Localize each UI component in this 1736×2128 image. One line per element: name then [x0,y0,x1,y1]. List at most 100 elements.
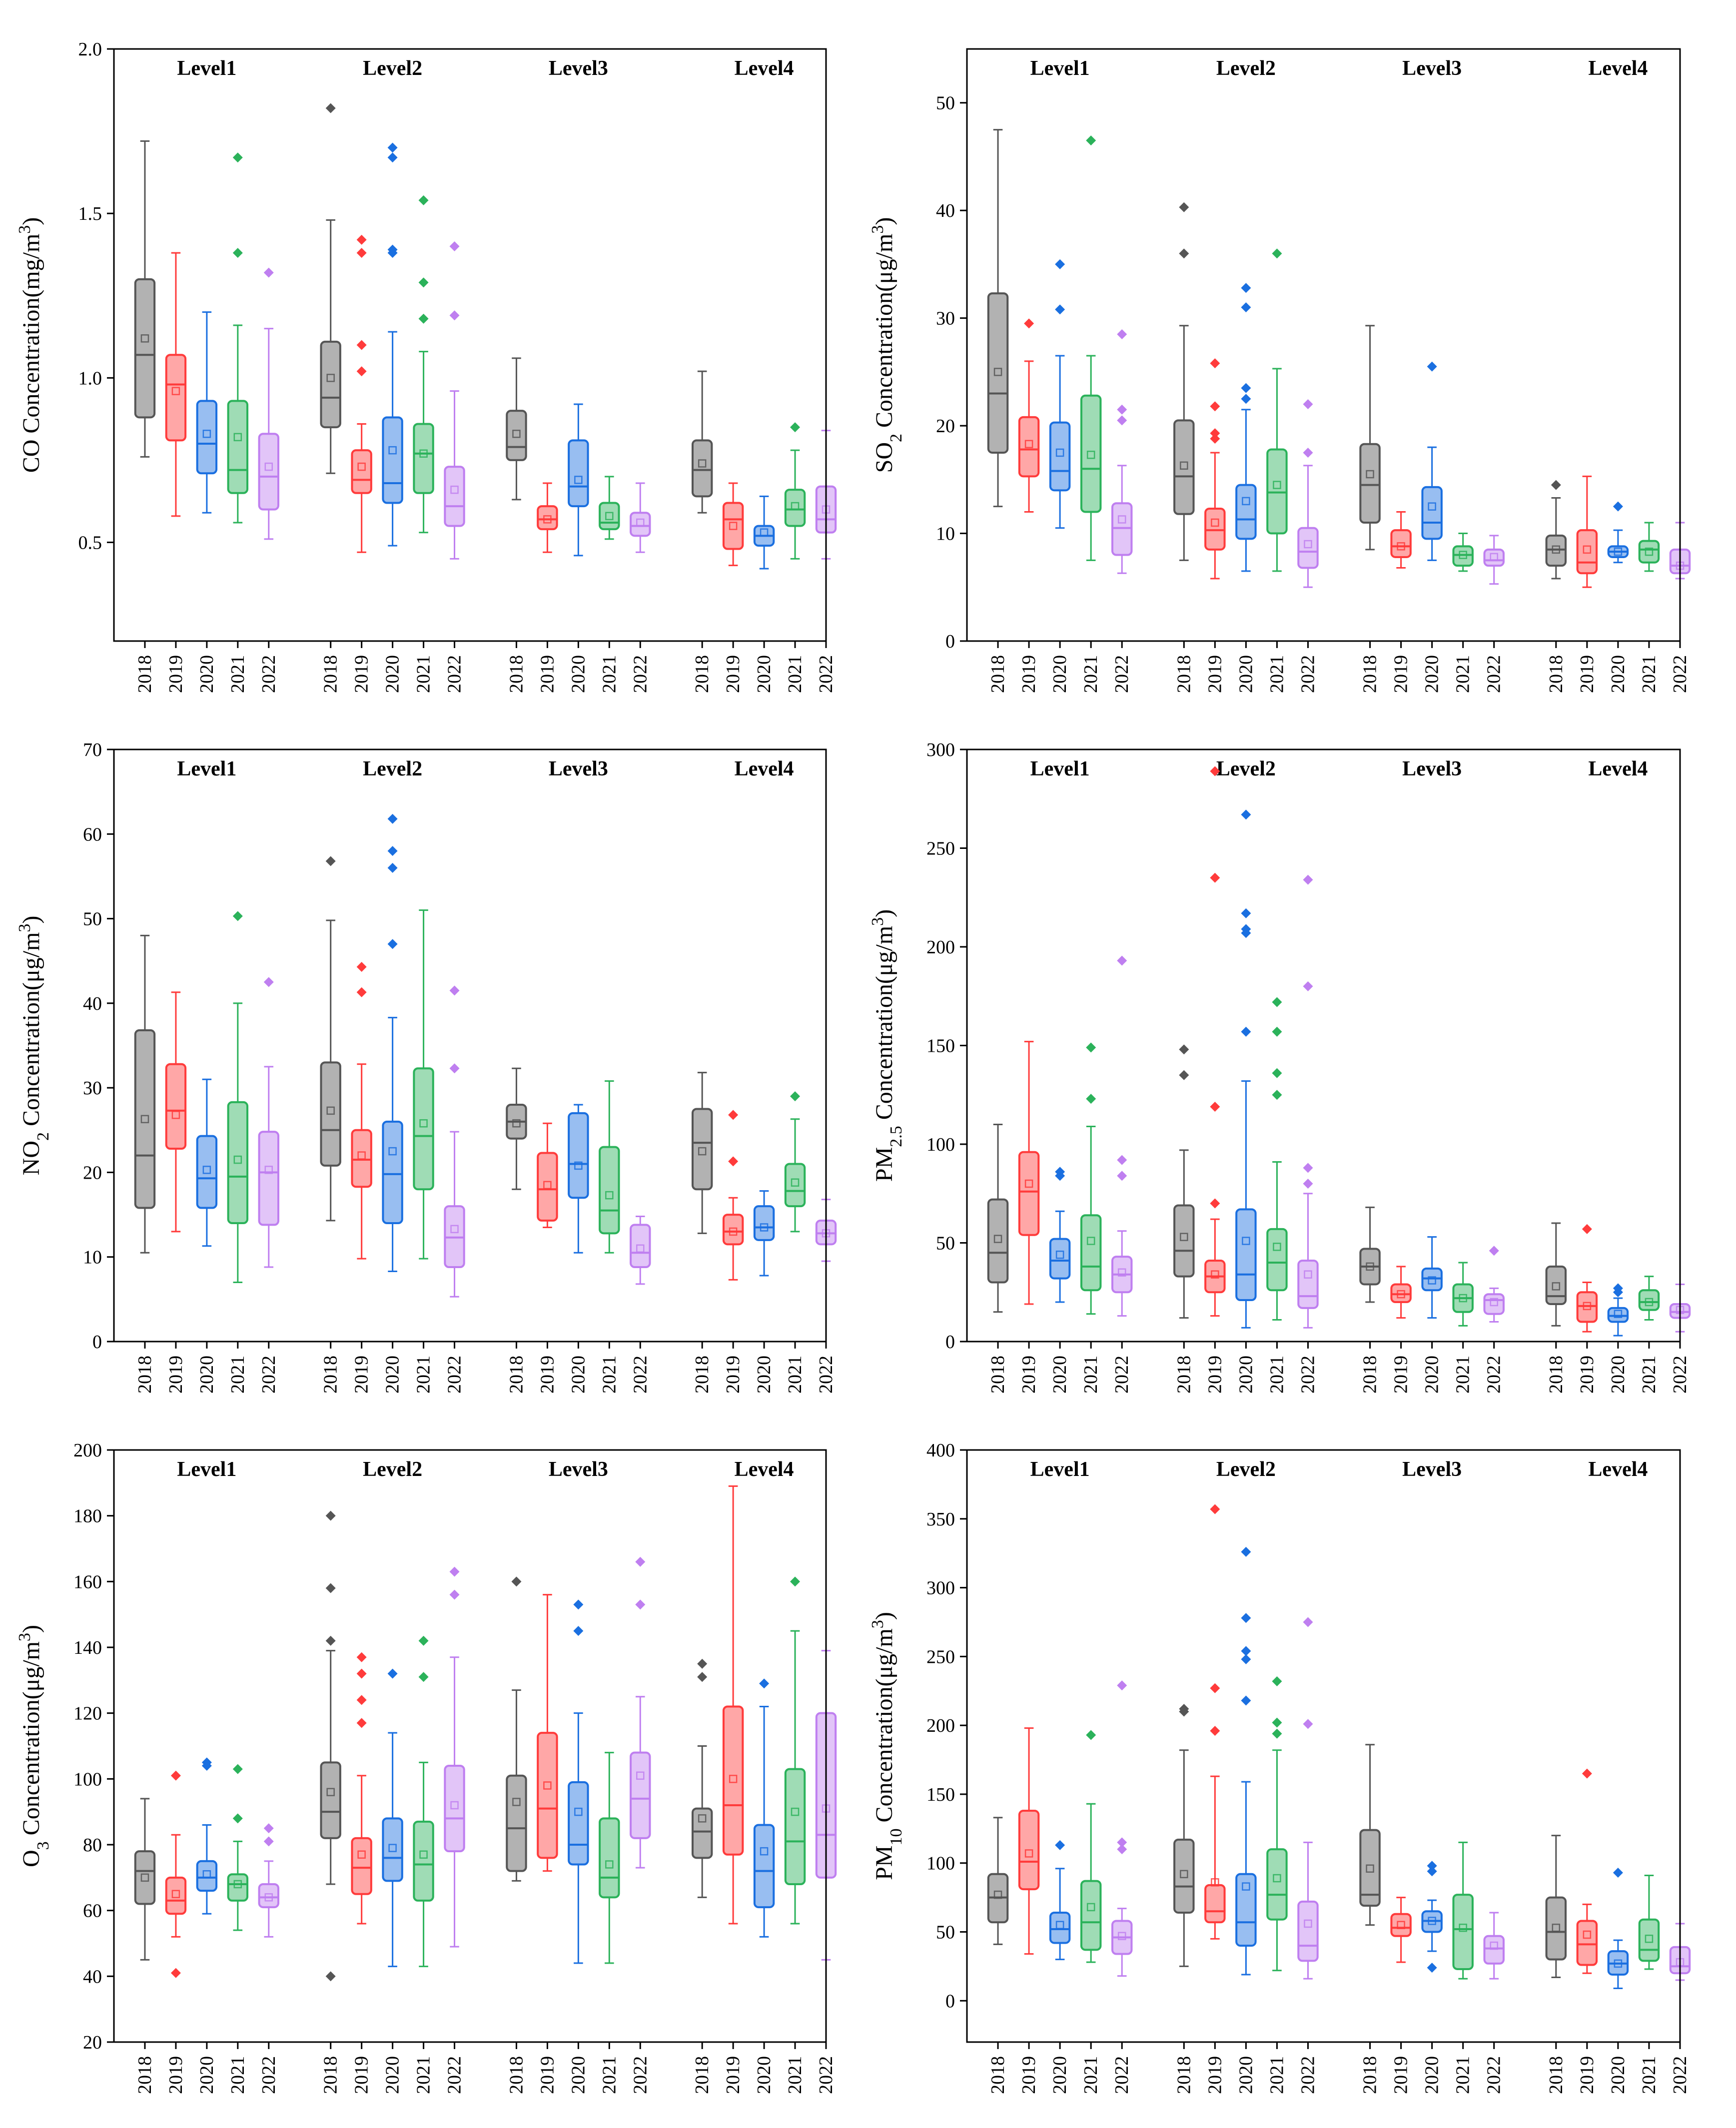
y-tick-label: 2.0 [78,39,102,60]
outlier-point [1303,447,1313,458]
panel-pm10: Level1 2018 2019 2020 2021 2022 Level2 2018 2019… [868,1440,1691,2094]
iqr-box [1545,534,1567,567]
iqr-box [1111,502,1133,556]
x-tick-label: 2018 [1173,655,1194,693]
outlier-point [449,1063,460,1074]
box-level3-2021 [599,1080,620,1254]
y-tick-label: 150 [926,1784,955,1805]
level-label: Level2 [1216,57,1276,80]
iqr-box [1235,1208,1257,1302]
box-level4-2019 [722,482,744,567]
x-tick-label: 2018 [506,655,527,693]
mean-marker [233,1155,242,1164]
outlier-point [1241,1546,1251,1557]
outlier-point [1241,1613,1251,1623]
mean-marker [1397,1921,1405,1930]
box-level4-2020 [1607,1283,1629,1337]
x-tick-label: 2022 [1111,2056,1132,2094]
box-level3-2022 [1483,1246,1505,1323]
outlier-point [356,1718,367,1728]
y-tick-label: 140 [73,1637,102,1658]
x-tick-label: 2018 [987,1356,1008,1394]
iqr-box [1483,1293,1505,1315]
x-tick-label: 2019 [1018,655,1039,693]
outlier-point [232,1764,243,1774]
mean-marker [698,1147,707,1156]
outlier-point [1272,1717,1282,1728]
box-level4-2019 [1576,1224,1598,1333]
level-label: Level1 [177,1458,236,1481]
x-tick-label: 2018 [692,655,713,693]
outlier-point [635,1556,646,1567]
outlier-point [232,1813,243,1824]
iqr-box [1297,1260,1319,1309]
outlier-point [1272,1068,1282,1078]
box-level3-2022 [1483,535,1505,585]
x-tick-label: 2020 [754,655,775,693]
outlier-point [1272,1090,1282,1100]
box-level3-2021 [1452,1841,1474,1980]
outlier-point [1210,1101,1220,1112]
x-tick-label: 2021 [1639,655,1660,693]
outlier-point [1117,955,1127,966]
mean-marker [543,515,552,524]
mean-marker [388,1147,397,1156]
x-tick-label: 2019 [165,2056,186,2094]
iqr-box [599,1146,620,1235]
iqr-box [1359,443,1381,524]
box-level3-2020 [1421,361,1443,561]
box-level1-2021 [1080,1730,1102,1963]
outlier-point [387,813,398,824]
y-tick-label: 100 [926,1853,955,1874]
mean-marker [760,1223,769,1232]
box-level2-2018 [1173,1044,1195,1319]
iqr-box [1173,1838,1195,1914]
box-level1-2018 [987,129,1009,508]
x-tick-label: 2020 [196,2056,217,2094]
x-tick-label: 2019 [723,655,744,693]
mean-marker [1117,1268,1126,1277]
mean-marker [1086,1237,1095,1245]
box-level2-2020 [1235,809,1257,1329]
box-level3-2019 [537,1594,558,1872]
box-level4-2019 [1576,1768,1598,1974]
iqr-box [630,1224,651,1269]
mean-marker [264,1893,273,1902]
box-level4-2020 [753,495,775,570]
outlier-point [1210,428,1220,439]
box-level1-2021 [227,1764,249,1931]
x-tick-label: 2022 [444,1356,465,1394]
box-level3-2020 [568,403,589,557]
x-tick-label: 2022 [630,655,651,693]
outlier-point [232,248,243,258]
level-label: Level3 [1402,757,1462,780]
iqr-box [413,1820,434,1902]
box-level3-2018 [506,1067,527,1190]
outlier-point [697,1658,708,1669]
x-tick-label: 2019 [1018,2056,1039,2094]
x-tick-label: 2018 [987,2056,1008,2094]
outlier-point [387,939,398,949]
mean-marker [1614,547,1623,556]
panel-so2: Level1 2018 2019 2020 2021 2022 Level2 2018 2019… [868,48,1691,693]
iqr-box [320,1761,341,1839]
iqr-box [1452,545,1474,567]
outlier-point [1613,1283,1623,1294]
y-tick-label: 50 [936,1922,955,1943]
outlier-point [325,856,336,866]
outlier-point [325,1971,336,1982]
box-level1-2022 [258,977,279,1268]
mean-marker [1645,1935,1654,1943]
mean-marker [1180,1233,1188,1241]
y-tick-label: 50 [936,1233,955,1254]
mean-marker [1117,1932,1126,1941]
x-tick-label: 2021 [1453,2056,1474,2094]
outlier-point [1303,1179,1313,1189]
box-level4-2018 [691,370,713,514]
y-tick-label: 200 [926,1715,955,1736]
x-tick-label: 2018 [987,655,1008,693]
iqr-box [691,1807,713,1859]
outlier-point [232,152,243,163]
mean-marker [1366,470,1374,479]
iqr-box [1297,1900,1319,1962]
